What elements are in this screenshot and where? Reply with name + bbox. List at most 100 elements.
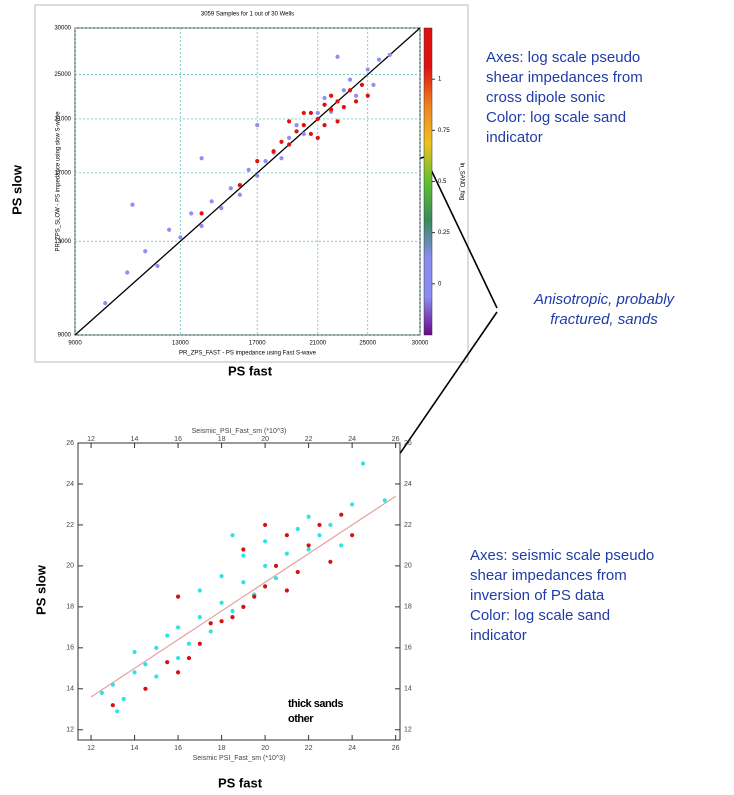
y-tick-label: 16 bbox=[66, 645, 74, 652]
chart-title: 3059 Samples for 1 out of 30 Wells bbox=[201, 12, 294, 18]
point bbox=[121, 696, 126, 702]
point bbox=[306, 547, 311, 552]
point bbox=[208, 629, 213, 634]
point bbox=[295, 569, 300, 575]
point bbox=[387, 52, 392, 57]
x-tick-label: 18 bbox=[218, 745, 226, 752]
point bbox=[189, 211, 194, 216]
point bbox=[315, 110, 320, 116]
y-tick-label: 24 bbox=[66, 481, 74, 488]
point bbox=[328, 559, 333, 564]
point bbox=[301, 122, 306, 128]
x-caption: PS fast bbox=[218, 775, 263, 790]
annotation-line: inversion of PS data bbox=[470, 587, 605, 604]
point bbox=[228, 186, 233, 191]
point bbox=[255, 159, 260, 164]
point bbox=[246, 167, 251, 172]
chart-title: Seismic_PSI_Fast_sm (*10^3) bbox=[192, 428, 287, 435]
y-caption: PS slow bbox=[9, 164, 24, 215]
point bbox=[376, 57, 382, 62]
point bbox=[219, 619, 224, 624]
point bbox=[199, 156, 204, 161]
diagonal-line bbox=[74, 27, 421, 336]
y-caption: PS slow bbox=[33, 564, 48, 615]
point bbox=[353, 99, 359, 104]
point bbox=[241, 580, 246, 585]
x-tick-label: 17000 bbox=[249, 341, 266, 347]
point bbox=[103, 300, 108, 306]
y-tick-label: 30000 bbox=[54, 26, 71, 32]
point bbox=[335, 119, 340, 124]
point bbox=[263, 584, 268, 589]
y-tick-label: 9000 bbox=[58, 333, 72, 339]
x-tick-label: 14 bbox=[131, 745, 139, 752]
point bbox=[115, 709, 120, 714]
point bbox=[339, 543, 344, 548]
point bbox=[186, 641, 192, 646]
colorbar-tick-label: 0 bbox=[438, 281, 442, 287]
annotation-line: Color: log scale sand bbox=[470, 607, 610, 624]
x-tick-label: 22 bbox=[305, 436, 313, 443]
annotation-line: indicator bbox=[470, 627, 527, 644]
colorbar bbox=[423, 27, 433, 336]
point bbox=[208, 621, 213, 626]
point bbox=[287, 135, 292, 140]
point bbox=[353, 93, 359, 98]
point bbox=[110, 682, 115, 687]
x-tick-label: 24 bbox=[348, 436, 356, 443]
point bbox=[308, 131, 313, 137]
y-tick-label: 14 bbox=[404, 686, 412, 693]
x-tick-label: 12 bbox=[87, 436, 95, 443]
x-axis-label: PR_ZPS_FAST - PS impedance using Fast S-… bbox=[179, 351, 317, 357]
annotation-line: shear impedances from bbox=[486, 69, 643, 86]
point bbox=[341, 104, 346, 110]
annotation-line: cross dipole sonic bbox=[486, 89, 606, 106]
y-tick-label: 22 bbox=[66, 522, 74, 529]
point bbox=[284, 551, 289, 556]
annotation-line: fractured, sands bbox=[550, 311, 658, 328]
point bbox=[308, 110, 313, 116]
point bbox=[306, 514, 311, 519]
x-tick-label: 25000 bbox=[359, 341, 376, 347]
annotation-line: shear impedances from bbox=[470, 567, 627, 584]
point bbox=[339, 512, 344, 517]
point bbox=[382, 498, 387, 503]
point bbox=[263, 563, 268, 568]
point bbox=[279, 156, 284, 161]
point bbox=[110, 703, 115, 708]
point bbox=[255, 122, 260, 128]
point bbox=[263, 539, 268, 544]
legend-entry: other bbox=[288, 713, 314, 725]
point bbox=[365, 67, 370, 72]
point bbox=[365, 93, 370, 98]
point bbox=[143, 686, 148, 691]
y-tick-label: 20 bbox=[66, 563, 74, 570]
y-tick-label: 17000 bbox=[54, 170, 71, 176]
y-tick-label: 25000 bbox=[54, 72, 71, 78]
point bbox=[197, 615, 202, 620]
point bbox=[273, 576, 279, 581]
point bbox=[329, 107, 334, 112]
point bbox=[209, 199, 214, 204]
point bbox=[284, 533, 289, 538]
x-tick-label: 21000 bbox=[309, 341, 326, 347]
point bbox=[347, 77, 353, 82]
point bbox=[322, 95, 327, 101]
x-tick-label: 18 bbox=[218, 436, 226, 443]
y-tick-label: 13000 bbox=[54, 239, 71, 245]
y-tick-label: 18 bbox=[66, 604, 74, 611]
point bbox=[360, 461, 366, 466]
x-caption: PS fast bbox=[228, 363, 273, 378]
point bbox=[350, 502, 355, 507]
point bbox=[301, 110, 306, 116]
point bbox=[143, 249, 148, 254]
point bbox=[178, 235, 183, 240]
annotation-line: Color: log scale sand bbox=[486, 109, 626, 126]
annotation-line: Anisotropic, probably bbox=[533, 291, 676, 308]
y-tick-label: 12 bbox=[404, 727, 412, 734]
x-tick-label: 22 bbox=[305, 745, 313, 752]
y-tick-label: 26 bbox=[404, 440, 412, 447]
point bbox=[273, 563, 279, 568]
colorbar-label: ln_SAND_flag bbox=[458, 163, 464, 201]
